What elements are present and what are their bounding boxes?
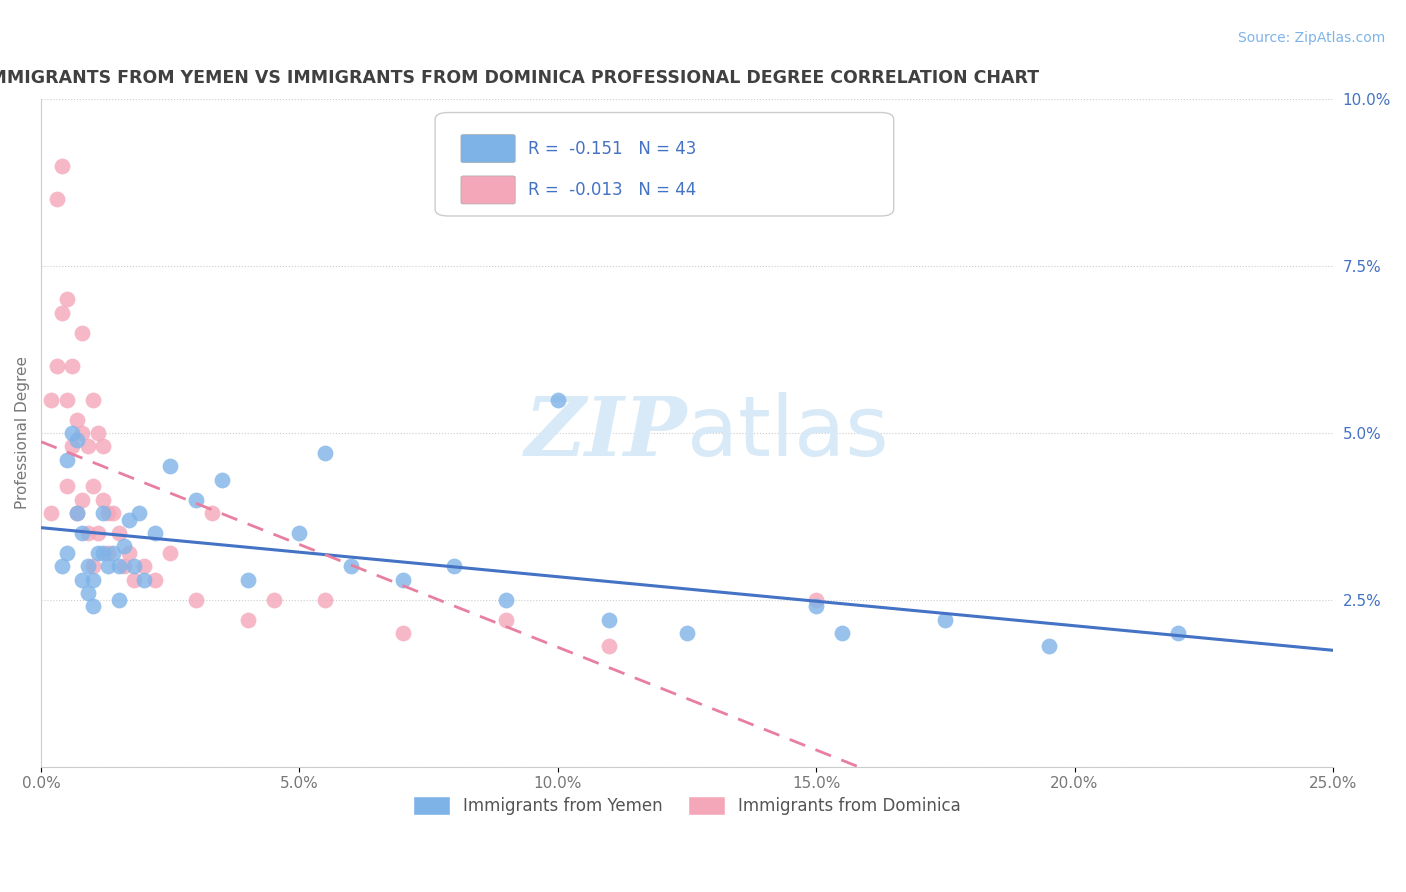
Point: [66, 412, 89, 426]
Point: [56, 392, 79, 407]
Point: [82, 559, 104, 574]
Point: [122, 573, 145, 587]
Point: [82, 479, 104, 493]
FancyBboxPatch shape: [461, 135, 515, 162]
Point: [547, 392, 569, 407]
Point: [134, 559, 156, 574]
Point: [66, 433, 89, 447]
Point: [82, 392, 104, 407]
Point: [51, 559, 73, 574]
Point: [112, 539, 135, 553]
FancyBboxPatch shape: [461, 176, 515, 204]
Point: [1038, 640, 1060, 654]
Point: [72, 526, 94, 541]
Point: [45, 359, 67, 373]
Point: [103, 546, 125, 560]
Point: [118, 513, 141, 527]
Point: [72, 573, 94, 587]
Point: [56, 293, 79, 307]
Point: [391, 626, 413, 640]
Point: [56, 479, 79, 493]
Point: [82, 599, 104, 614]
Point: [66, 506, 89, 520]
Point: [236, 573, 259, 587]
Point: [288, 526, 311, 541]
Point: [97, 546, 120, 560]
Point: [236, 613, 259, 627]
Point: [97, 559, 120, 574]
Point: [91, 506, 114, 520]
Point: [112, 559, 135, 574]
Point: [211, 473, 233, 487]
Point: [143, 573, 166, 587]
Point: [87, 425, 110, 440]
Point: [82, 573, 104, 587]
Text: IMMIGRANTS FROM YEMEN VS IMMIGRANTS FROM DOMINICA PROFESSIONAL DEGREE CORRELATIO: IMMIGRANTS FROM YEMEN VS IMMIGRANTS FROM…: [0, 69, 1039, 87]
Point: [806, 592, 828, 607]
Point: [72, 326, 94, 340]
Text: atlas: atlas: [688, 392, 889, 474]
Point: [443, 559, 465, 574]
Point: [97, 506, 120, 520]
Point: [1167, 626, 1189, 640]
Point: [60, 439, 83, 453]
Point: [72, 492, 94, 507]
Point: [159, 546, 181, 560]
Point: [314, 446, 336, 460]
Point: [122, 559, 145, 574]
Y-axis label: Professional Degree: Professional Degree: [15, 357, 30, 509]
Point: [91, 492, 114, 507]
Point: [60, 359, 83, 373]
Point: [76, 586, 98, 600]
Point: [128, 506, 150, 520]
Point: [107, 559, 129, 574]
Point: [934, 613, 956, 627]
Point: [263, 592, 285, 607]
Point: [806, 599, 828, 614]
Point: [66, 506, 89, 520]
Point: [184, 592, 207, 607]
Point: [598, 640, 620, 654]
Point: [56, 546, 79, 560]
Point: [118, 546, 141, 560]
Point: [76, 526, 98, 541]
Point: [51, 306, 73, 320]
Text: R =  -0.013   N = 44: R = -0.013 N = 44: [529, 181, 696, 199]
Point: [495, 613, 517, 627]
Point: [91, 546, 114, 560]
Point: [159, 459, 181, 474]
Text: Source: ZipAtlas.com: Source: ZipAtlas.com: [1237, 31, 1385, 45]
Legend: Immigrants from Yemen, Immigrants from Dominica: Immigrants from Yemen, Immigrants from D…: [406, 789, 967, 822]
Point: [184, 492, 207, 507]
Point: [107, 526, 129, 541]
Point: [495, 592, 517, 607]
Point: [598, 613, 620, 627]
Point: [72, 425, 94, 440]
Point: [391, 573, 413, 587]
Point: [51, 159, 73, 173]
Text: R =  -0.151   N = 43: R = -0.151 N = 43: [529, 139, 696, 158]
Point: [314, 592, 336, 607]
Point: [107, 592, 129, 607]
Point: [103, 506, 125, 520]
Point: [41, 392, 63, 407]
Point: [340, 559, 363, 574]
Point: [87, 546, 110, 560]
Point: [45, 192, 67, 206]
Point: [60, 425, 83, 440]
Point: [143, 526, 166, 541]
Point: [56, 452, 79, 467]
Point: [87, 526, 110, 541]
Point: [91, 439, 114, 453]
Point: [201, 506, 224, 520]
Point: [831, 626, 853, 640]
Point: [41, 506, 63, 520]
Point: [134, 573, 156, 587]
Point: [76, 439, 98, 453]
FancyBboxPatch shape: [434, 112, 894, 216]
Point: [76, 559, 98, 574]
Text: ZIP: ZIP: [524, 392, 688, 473]
Point: [676, 626, 699, 640]
